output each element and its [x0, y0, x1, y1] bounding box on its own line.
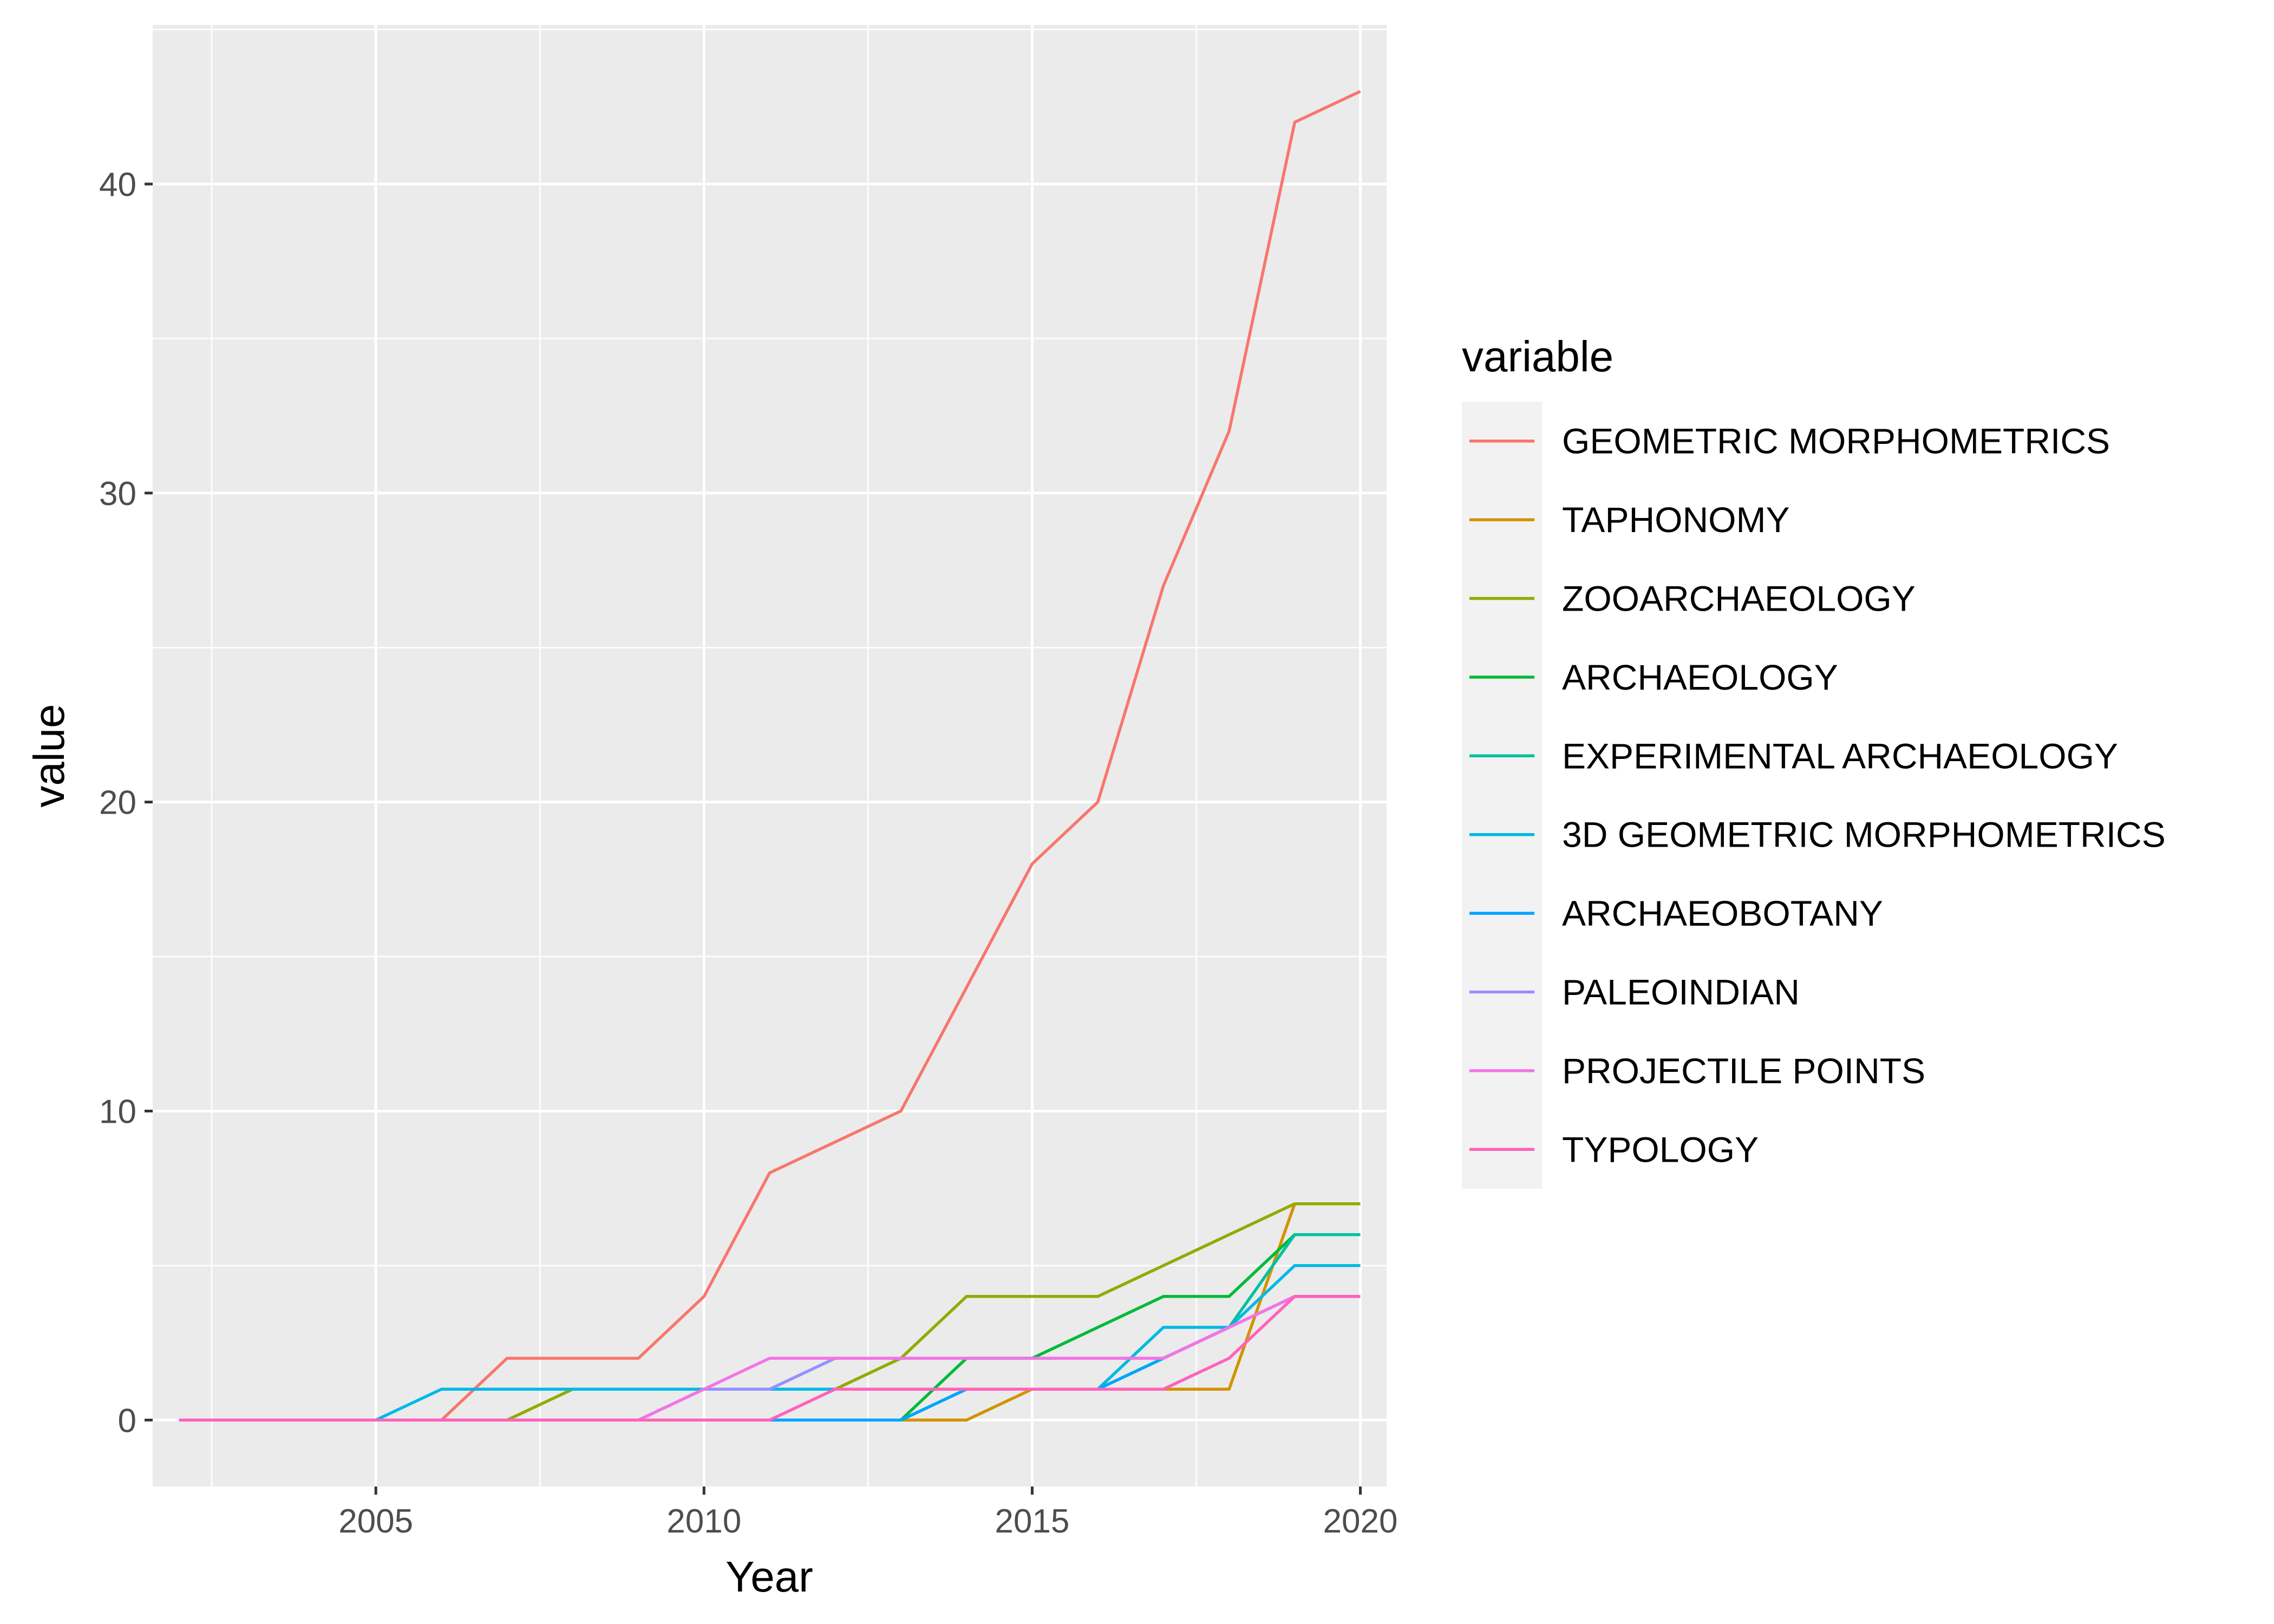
legend-label: PALEOINDIAN: [1562, 972, 1800, 1012]
y-axis-title: value: [25, 704, 73, 807]
legend-items: GEOMETRIC MORPHOMETRICS TAPHONOMY ZOOARCHA…: [1469, 421, 2166, 1169]
y-tick-label: 0: [118, 1402, 136, 1439]
legend-label: GEOMETRIC MORPHOMETRICS: [1562, 421, 2110, 461]
legend-label: 3D GEOMETRIC MORPHOMETRICS: [1562, 815, 2166, 855]
legend-title: variable: [1462, 332, 1613, 381]
minor-gridlines: [153, 25, 1387, 1487]
y-tick-labels: 0 10 20 30 40: [99, 166, 136, 1439]
legend-key-background: [1462, 402, 1542, 1189]
x-tick-label: 2020: [1323, 1503, 1398, 1540]
axis-ticks: [145, 182, 1362, 1495]
x-axis-title: Year: [726, 1553, 813, 1601]
legend-label: ARCHAEOLOGY: [1562, 657, 1838, 697]
y-tick-label: 40: [99, 166, 136, 204]
series-line: [179, 1295, 1361, 1422]
y-tick-label: 10: [99, 1093, 136, 1130]
legend-label: TYPOLOGY: [1562, 1129, 1759, 1169]
panel-background: [153, 25, 1387, 1487]
y-tick-label: 30: [99, 475, 136, 513]
legend-label: TAPHONOMY: [1562, 500, 1789, 540]
legend-label: ARCHAEOBOTANY: [1562, 893, 1883, 933]
legend-label: PROJECTILE POINTS: [1562, 1051, 1925, 1091]
x-tick-label: 2010: [666, 1503, 741, 1540]
legend-label: EXPERIMENTAL ARCHAEOLOGY: [1562, 736, 2118, 776]
legend: variable GEOMETRIC MORPHOMETRICS TAPHONOM…: [1462, 332, 2166, 1189]
series-lines: [179, 90, 1361, 1422]
x-tick-label: 2005: [338, 1503, 413, 1540]
x-tick-labels: 2005 2010 2015 2020: [338, 1503, 1397, 1540]
x-tick-label: 2015: [995, 1503, 1069, 1540]
y-tick-label: 20: [99, 784, 136, 822]
legend-label: ZOOARCHAEOLOGY: [1562, 579, 1916, 619]
